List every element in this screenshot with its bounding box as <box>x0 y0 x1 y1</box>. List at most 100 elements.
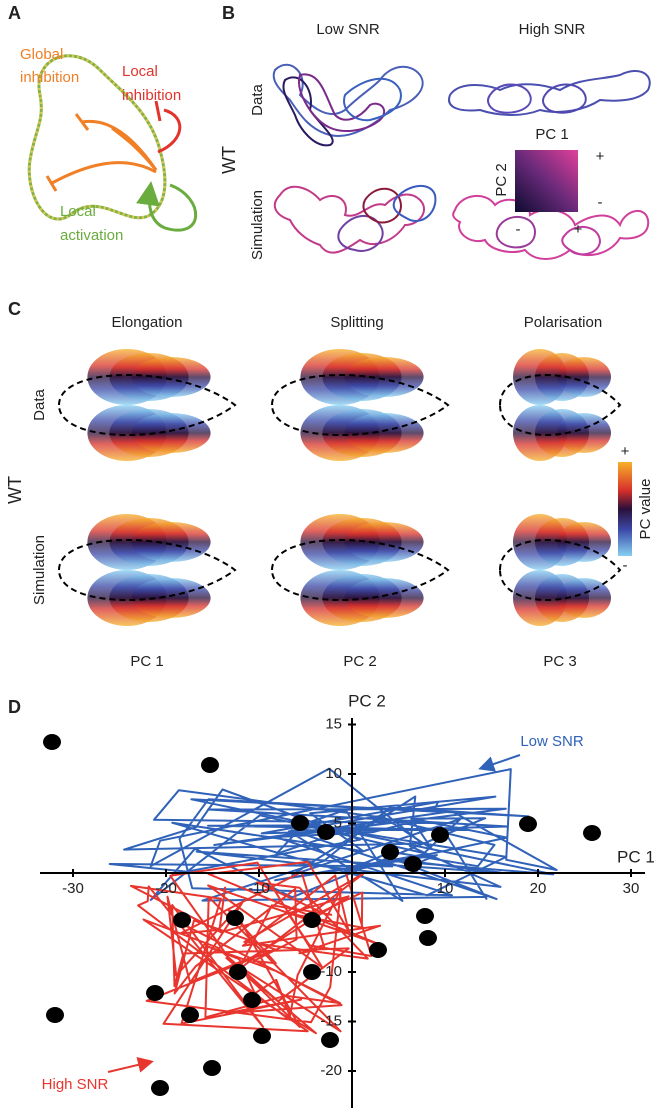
group-title: WT <box>5 476 25 504</box>
inset-x-plus: + <box>574 221 583 238</box>
mean-outline <box>498 374 622 436</box>
shape-marker <box>431 827 449 843</box>
row-title: Simulation <box>249 190 266 260</box>
inset-y-label: PC 2 <box>493 163 510 196</box>
shape-marker <box>181 1007 199 1023</box>
trajectories <box>43 734 601 1096</box>
shape-marker <box>303 964 321 980</box>
shape-marker <box>369 942 387 958</box>
x-tick-label: -30 <box>62 880 84 897</box>
shape-marker <box>46 1007 64 1023</box>
y-axis-label: PC 2 <box>348 691 386 710</box>
low-snr-label: Low SNR <box>520 733 584 750</box>
component-label: PC 1 <box>130 653 163 670</box>
column-title: High SNR <box>519 21 586 38</box>
mode-shape <box>344 578 424 618</box>
y-tick-label: 5 <box>334 814 342 831</box>
mode-shape <box>131 357 211 397</box>
mean-outline <box>270 539 450 601</box>
mean-outline <box>270 374 450 436</box>
x-tick-label: 30 <box>623 880 640 897</box>
shape-marker <box>226 910 244 926</box>
shape-marker <box>419 930 437 946</box>
y-tick-label: 15 <box>325 715 342 732</box>
inhibition-bar <box>154 100 162 122</box>
y-tick-label: 10 <box>325 765 342 782</box>
column-title: Polarisation <box>524 314 602 331</box>
inset-y-minus: - <box>598 194 603 211</box>
panel-a: A Global inhibition Local inhibition Loc… <box>8 3 198 244</box>
inset-x-label: PC 1 <box>535 126 568 143</box>
component-label: PC 2 <box>343 653 376 670</box>
contours <box>272 63 651 260</box>
trajectory <box>169 860 382 972</box>
local-activation-arc <box>136 181 198 232</box>
row-title: Simulation <box>31 535 48 605</box>
shape-marker <box>173 912 191 928</box>
y-tick-label: -15 <box>320 1012 342 1029</box>
shape-marker <box>229 964 247 980</box>
shape-marker <box>303 912 321 928</box>
mean-outline <box>498 539 622 601</box>
y-tick-label: -10 <box>320 963 342 980</box>
colorbar-label: PC value <box>637 479 654 540</box>
inset-y-plus: + <box>596 148 605 165</box>
x-tick-label: 10 <box>437 880 454 897</box>
panel-c: C Elongation Splitting Polarisation Data… <box>5 299 654 670</box>
x-tick-label: -20 <box>155 880 177 897</box>
panel-d: D PC 2 PC 1 Low SNR High SNR -30 -20 -10 10… <box>8 691 655 1108</box>
shape-marker <box>151 1080 169 1096</box>
colorbar-max: + <box>621 443 630 460</box>
component-label: PC 3 <box>543 653 576 670</box>
colorbar-min: - <box>623 557 628 574</box>
mode-shape <box>344 522 424 562</box>
mode-shape <box>344 413 424 453</box>
high-snr-label: High SNR <box>42 1076 109 1093</box>
shape-marker <box>203 1060 221 1076</box>
label-line: Global <box>20 46 63 63</box>
trajectory <box>108 767 558 876</box>
label-line: inhibition <box>20 69 79 86</box>
group-title: WT <box>219 146 239 174</box>
mode-shape <box>131 522 211 562</box>
shape-marker <box>253 1028 271 1044</box>
y-tick-label: -20 <box>320 1062 342 1079</box>
shape-marker <box>291 815 309 831</box>
local-inhibition-label: Local <box>122 63 158 80</box>
mode-shape <box>131 578 211 618</box>
low-snr-arrow <box>478 754 521 772</box>
inset-colormap <box>515 150 578 212</box>
local-activation-label: Local <box>60 203 96 220</box>
inset-x-minus: - <box>516 221 521 238</box>
shape-marker <box>416 908 434 924</box>
row-title: Data <box>31 389 48 421</box>
x-axis-label: PC 1 <box>617 847 655 866</box>
shape-marker <box>519 816 537 832</box>
cell-outline <box>27 54 167 221</box>
colorbar <box>618 462 632 556</box>
local-activation-label: activation <box>60 227 123 244</box>
panel-label: C <box>8 299 21 319</box>
shape-marker <box>146 985 164 1001</box>
shape-marker <box>321 1032 339 1048</box>
x-tick-label: -10 <box>248 880 270 897</box>
x-tick-label: 20 <box>530 880 547 897</box>
panel-b: B Low SNR High SNR Data Simulation WT PC… <box>219 3 651 260</box>
shape-marker <box>583 825 601 841</box>
global-inhibition-label: Global inhibition <box>20 46 79 86</box>
shape-marker <box>317 824 335 840</box>
panel-label: A <box>8 3 21 23</box>
shape-marker <box>201 757 219 773</box>
shape-marker <box>243 992 261 1008</box>
mean-outline <box>57 374 237 436</box>
panel-label: B <box>222 3 235 23</box>
local-inhibition-label: inhibition <box>122 87 181 104</box>
mean-outline <box>57 539 237 601</box>
column-title: Elongation <box>112 314 183 331</box>
shape-marker <box>43 734 61 750</box>
local-inhibition-arc <box>157 108 182 154</box>
shape-marker <box>381 844 399 860</box>
mode-shape <box>344 357 424 397</box>
mode-shape <box>131 413 211 453</box>
